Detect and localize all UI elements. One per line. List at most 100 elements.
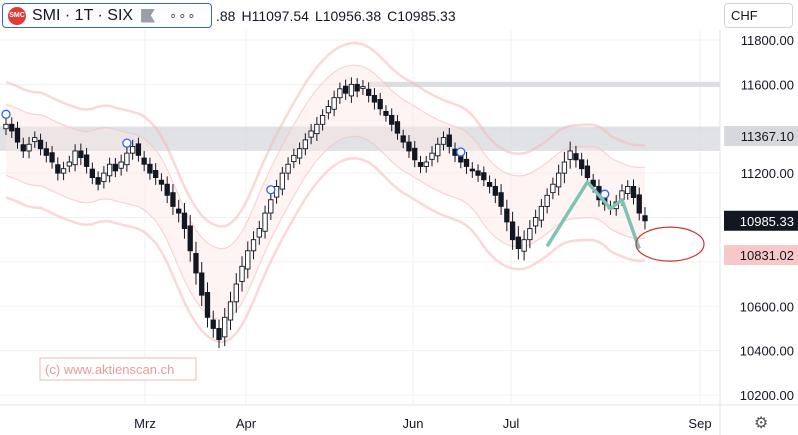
candle-62 <box>360 79 366 95</box>
candle-body-76 <box>440 137 447 145</box>
symbol-title: SMI · 1T · SIX <box>32 6 134 24</box>
candle-14 <box>83 147 90 174</box>
candle-58 <box>337 82 343 104</box>
candle-22 <box>129 139 136 160</box>
channel-line-0-1 <box>5 157 646 344</box>
candle-body-0 <box>3 123 9 130</box>
candle-body-45 <box>262 212 268 232</box>
candle-body-89 <box>515 236 522 250</box>
target-ellipse <box>635 226 705 262</box>
price-label-last-bg <box>724 210 798 231</box>
candle-body-36 <box>210 319 216 329</box>
candle-73 <box>423 155 429 173</box>
candle-31 <box>181 202 188 239</box>
candle-85 <box>492 178 498 204</box>
candle-28 <box>164 176 170 204</box>
candle-110 <box>636 187 642 221</box>
candle-3 <box>20 137 26 158</box>
candle-95 <box>550 177 556 200</box>
candle-12 <box>72 144 78 172</box>
candle-23 <box>135 137 142 162</box>
candle-body-111 <box>642 215 648 222</box>
candle-97 <box>561 151 568 184</box>
close-value: C10985.33 <box>387 8 456 24</box>
candle-body-82 <box>475 170 481 176</box>
signal-marker-3 <box>456 147 466 157</box>
candle-body-77 <box>446 134 452 147</box>
candle-body-6 <box>37 139 44 150</box>
candle-body-22 <box>129 146 136 154</box>
candle-0 <box>3 118 9 135</box>
symbol-header[interactable]: SMC SMI · 1T · SIX ∘∘∘ <box>2 3 212 28</box>
price-tick-2: 10600.00 <box>740 299 794 314</box>
candle-body-69 <box>400 135 406 143</box>
candle-29 <box>170 184 176 215</box>
candle-body-26 <box>153 170 159 179</box>
candle-body-41 <box>239 265 245 282</box>
candle-body-46 <box>268 199 274 214</box>
channel-line-0-0 <box>5 41 646 228</box>
candle-96 <box>555 164 562 196</box>
low-value: L10956.38 <box>314 8 382 24</box>
candle-body-56 <box>325 106 332 114</box>
candle-body-53 <box>308 130 314 138</box>
candle-body-27 <box>158 179 165 185</box>
candle-19 <box>112 158 119 178</box>
candle-41 <box>239 256 245 292</box>
candle-77 <box>446 127 452 154</box>
price-tick-1: 10400.00 <box>740 344 794 359</box>
candle-body-21 <box>124 152 130 166</box>
signal-marker-2 <box>266 185 276 195</box>
flag-icon[interactable] <box>141 8 156 23</box>
candle-60 <box>348 77 355 103</box>
candle-body-33 <box>193 252 199 274</box>
gear-icon[interactable]: ⚙ <box>754 415 769 432</box>
time-tick-2: Jun <box>403 416 424 431</box>
currency-select[interactable]: CHF <box>724 3 793 28</box>
candle-5 <box>32 131 38 148</box>
candle-body-29 <box>170 192 176 207</box>
candle-body-96 <box>555 172 562 188</box>
candle-body-54 <box>314 123 320 135</box>
candle-body-39 <box>227 301 234 321</box>
high-value: H11097.54 <box>241 8 309 24</box>
candle-13 <box>78 143 84 165</box>
candle-76 <box>440 131 447 151</box>
open-value: .88 <box>216 8 236 24</box>
watermark-box <box>39 357 197 381</box>
candle-27 <box>158 173 165 192</box>
time-tick-4: Sep <box>688 416 711 431</box>
signal-marker-1 <box>122 138 132 148</box>
ohlc-readout: .88 H11097.54 L10956.38 C10985.33 <box>216 8 462 24</box>
candle-body-37 <box>216 327 222 340</box>
candle-body-3 <box>20 144 26 152</box>
candle-109 <box>630 179 637 205</box>
candle-body-95 <box>550 183 556 194</box>
candle-body-65 <box>377 99 383 110</box>
candle-body-15 <box>89 168 96 179</box>
candle-body-14 <box>83 154 90 167</box>
candle-67 <box>389 108 395 132</box>
candle-98 <box>567 141 573 169</box>
candle-9 <box>55 157 61 181</box>
more-dots-icon[interactable]: ∘∘∘ <box>169 7 197 23</box>
candle-63 <box>366 82 372 103</box>
candle-53 <box>308 123 314 145</box>
price-label-level: 11367.10 <box>741 129 794 144</box>
candle-43 <box>250 231 257 260</box>
candle-body-109 <box>630 185 637 198</box>
candle-body-51 <box>296 148 303 159</box>
candle-91 <box>527 220 533 249</box>
candle-body-99 <box>573 153 579 161</box>
candle-body-64 <box>371 95 378 103</box>
candle-body-66 <box>383 110 389 116</box>
candle-body-91 <box>527 228 533 241</box>
candle-body-19 <box>112 163 119 172</box>
candle-66 <box>383 105 389 122</box>
candle-body-32 <box>187 225 193 252</box>
candle-1 <box>9 117 15 138</box>
candle-46 <box>268 192 274 221</box>
candle-body-61 <box>354 83 360 92</box>
candle-21 <box>124 146 130 172</box>
